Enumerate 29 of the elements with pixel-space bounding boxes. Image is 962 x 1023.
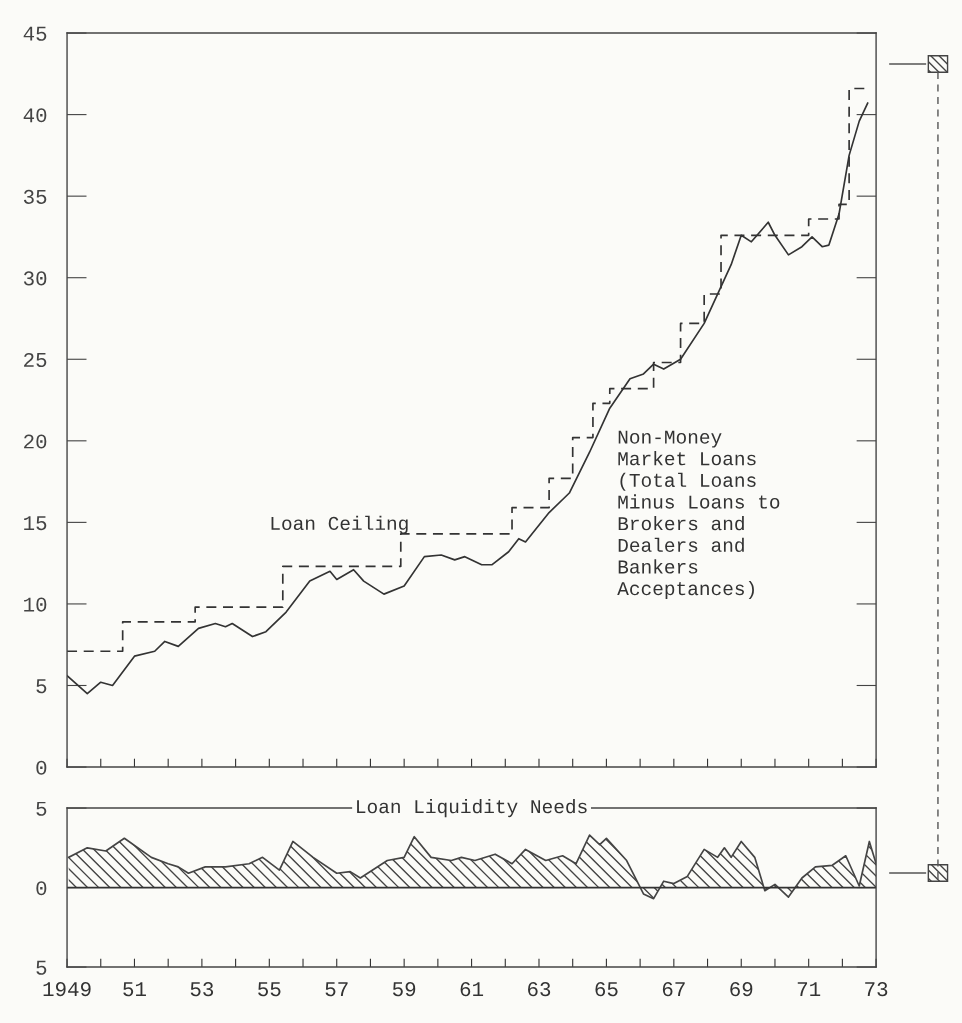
series-label: Non-Money Market Loans (Total Loans Minus Loans to Brokers and Dealers and Bankers Acceptances) [617, 430, 780, 600]
x-tick-label: 1949 [43, 982, 91, 997]
y-tick-label: 25 [24, 352, 47, 368]
y-tick-label: 15 [24, 516, 47, 531]
y-tick-label: 40 [23, 108, 47, 123]
y-tick-label: 5 [36, 801, 47, 816]
x-tick-label: 67 [662, 982, 685, 997]
x-tick-label: 69 [730, 982, 753, 997]
x-tick-label: 59 [392, 982, 416, 997]
y-tick-label: 45 [23, 26, 47, 41]
y-tick-label: 0 [36, 760, 47, 775]
x-tick-label: 61 [460, 982, 484, 997]
y-tick-label: 35 [23, 189, 47, 204]
y-tick-label: 5 [36, 960, 47, 975]
x-tick-label: 51 [123, 982, 146, 997]
x-tick-label: 53 [190, 982, 214, 997]
x-tick-label: 71 [797, 982, 821, 997]
x-tick-label: 65 [595, 982, 618, 997]
y-tick-label: 30 [23, 271, 47, 286]
series-label: Loan Ceiling [271, 515, 408, 534]
y-tick-label: 0 [36, 881, 47, 896]
x-tick-label: 55 [258, 982, 281, 997]
x-tick-label: 73 [865, 982, 888, 997]
y-tick-label: 5 [36, 679, 47, 694]
x-tick-label: 57 [325, 982, 348, 997]
y-tick-label: 10 [24, 597, 47, 612]
chart-title: Loan Liquidity Needs [357, 799, 587, 818]
x-tick-label: 63 [528, 982, 551, 997]
y-tick-label: 20 [24, 434, 47, 449]
